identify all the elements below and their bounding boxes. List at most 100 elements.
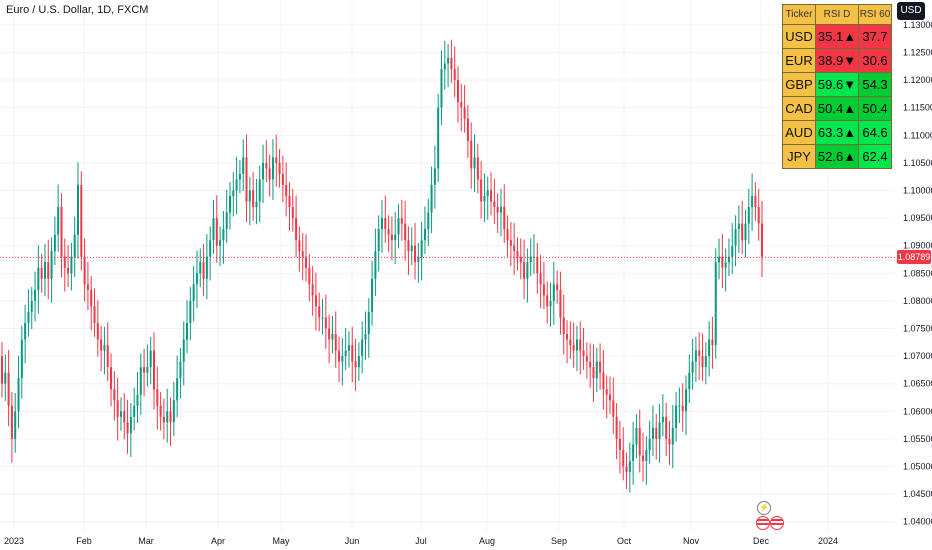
rsi-d-value: 38.9▼: [815, 48, 859, 73]
candle-body: [397, 218, 400, 235]
y-tick-label: 1.11500: [903, 103, 932, 113]
candle-body: [648, 438, 651, 450]
candle-body: [450, 57, 453, 70]
candle-body: [569, 339, 572, 346]
candle-body: [153, 350, 155, 390]
candle-body: [136, 394, 139, 406]
candle-body: [615, 416, 618, 439]
candle-body: [321, 317, 324, 319]
rsi-60-value: 62.4: [858, 144, 892, 169]
candle-body: [552, 284, 555, 301]
candle-body: [285, 184, 288, 196]
candle-body: [361, 339, 364, 357]
candle-body: [711, 339, 714, 346]
candle-body: [761, 223, 763, 257]
candle-body: [262, 162, 265, 180]
candle-body: [242, 157, 245, 174]
candle-body: [381, 218, 383, 230]
rsi-60-value: 64.6: [858, 120, 892, 145]
candle-body: [265, 162, 268, 169]
candle-body: [123, 411, 126, 423]
candle-body: [509, 240, 512, 246]
rsi-ticker: USD: [782, 24, 816, 49]
us-flag-icon[interactable]: [770, 516, 784, 530]
candle-body: [232, 190, 235, 196]
candle-body: [63, 256, 66, 268]
candle-body: [281, 173, 284, 185]
candle-body: [747, 207, 750, 224]
x-tick-label: 2024: [818, 536, 838, 546]
candle-body: [714, 262, 717, 346]
y-tick-label: 1.11000: [903, 130, 932, 140]
x-tick-label: Mar: [138, 536, 154, 546]
candle-body: [410, 245, 413, 252]
x-tick-label: Oct: [617, 536, 632, 546]
candle-body: [694, 350, 697, 362]
candle-body: [189, 300, 192, 323]
x-tick-label: Aug: [479, 536, 495, 546]
candle-body: [566, 334, 569, 340]
rsi-ticker: JPY: [782, 144, 816, 169]
last-price-label: 1.08789: [897, 250, 931, 265]
candle-body: [595, 361, 598, 379]
candle-body: [295, 218, 298, 241]
candle-body: [195, 273, 198, 285]
candle-body: [704, 356, 707, 368]
candle-body: [572, 345, 575, 351]
y-tick-label: 1.08000: [903, 296, 932, 306]
candle-body: [651, 427, 654, 439]
x-tick-label: Apr: [211, 536, 225, 546]
candle-body: [324, 317, 327, 329]
candle-body: [575, 339, 578, 351]
candle-body: [612, 400, 615, 417]
candle-body: [176, 378, 179, 401]
candle-body: [311, 284, 314, 296]
candle-body: [625, 466, 628, 473]
candle-body: [24, 322, 27, 340]
candle-body: [30, 300, 33, 312]
candle-body: [602, 372, 605, 390]
candle-body: [20, 339, 23, 379]
candle-body: [258, 179, 261, 202]
candle-body: [486, 190, 489, 196]
us-flag-icon[interactable]: [756, 516, 770, 530]
candle-body: [308, 267, 311, 285]
candle-body: [129, 416, 132, 434]
candle-body: [305, 256, 307, 268]
candle-body: [605, 389, 608, 395]
candle-body: [443, 63, 446, 70]
x-tick-label: Sep: [551, 536, 567, 546]
candle-body: [536, 256, 539, 274]
candle-body: [347, 345, 350, 351]
candle-body: [741, 223, 744, 241]
bolt-icon[interactable]: ⚡: [757, 501, 771, 515]
candle-body: [17, 378, 20, 412]
x-tick-label: Jul: [415, 536, 427, 546]
candle-body: [301, 251, 304, 257]
candle-body: [423, 229, 426, 241]
candle-body: [635, 427, 638, 445]
candle-body: [539, 273, 542, 285]
candle-body: [688, 372, 691, 390]
candle-body: [440, 69, 443, 108]
candle-body: [480, 179, 483, 202]
candle-body: [209, 240, 212, 257]
candle-body: [119, 411, 122, 417]
candle-body: [661, 416, 664, 423]
rsi-row: USD 35.1▲ 37.7: [782, 24, 892, 49]
candle-body: [447, 57, 450, 64]
y-tick-label: 1.05500: [903, 434, 932, 444]
y-tick-label: 1.09500: [903, 213, 932, 223]
rsi-60-value: 50.4: [858, 96, 892, 121]
candle-body: [7, 372, 10, 406]
currency-button[interactable]: USD: [897, 2, 925, 20]
candle-body: [585, 356, 588, 362]
candle-body: [437, 107, 440, 169]
candle-body: [708, 339, 711, 357]
candle-body: [737, 223, 740, 230]
candle-body: [757, 207, 760, 224]
candle-body: [248, 190, 251, 202]
y-tick-label: 1.07500: [903, 323, 932, 333]
y-tick-label: 1.05000: [903, 462, 932, 472]
